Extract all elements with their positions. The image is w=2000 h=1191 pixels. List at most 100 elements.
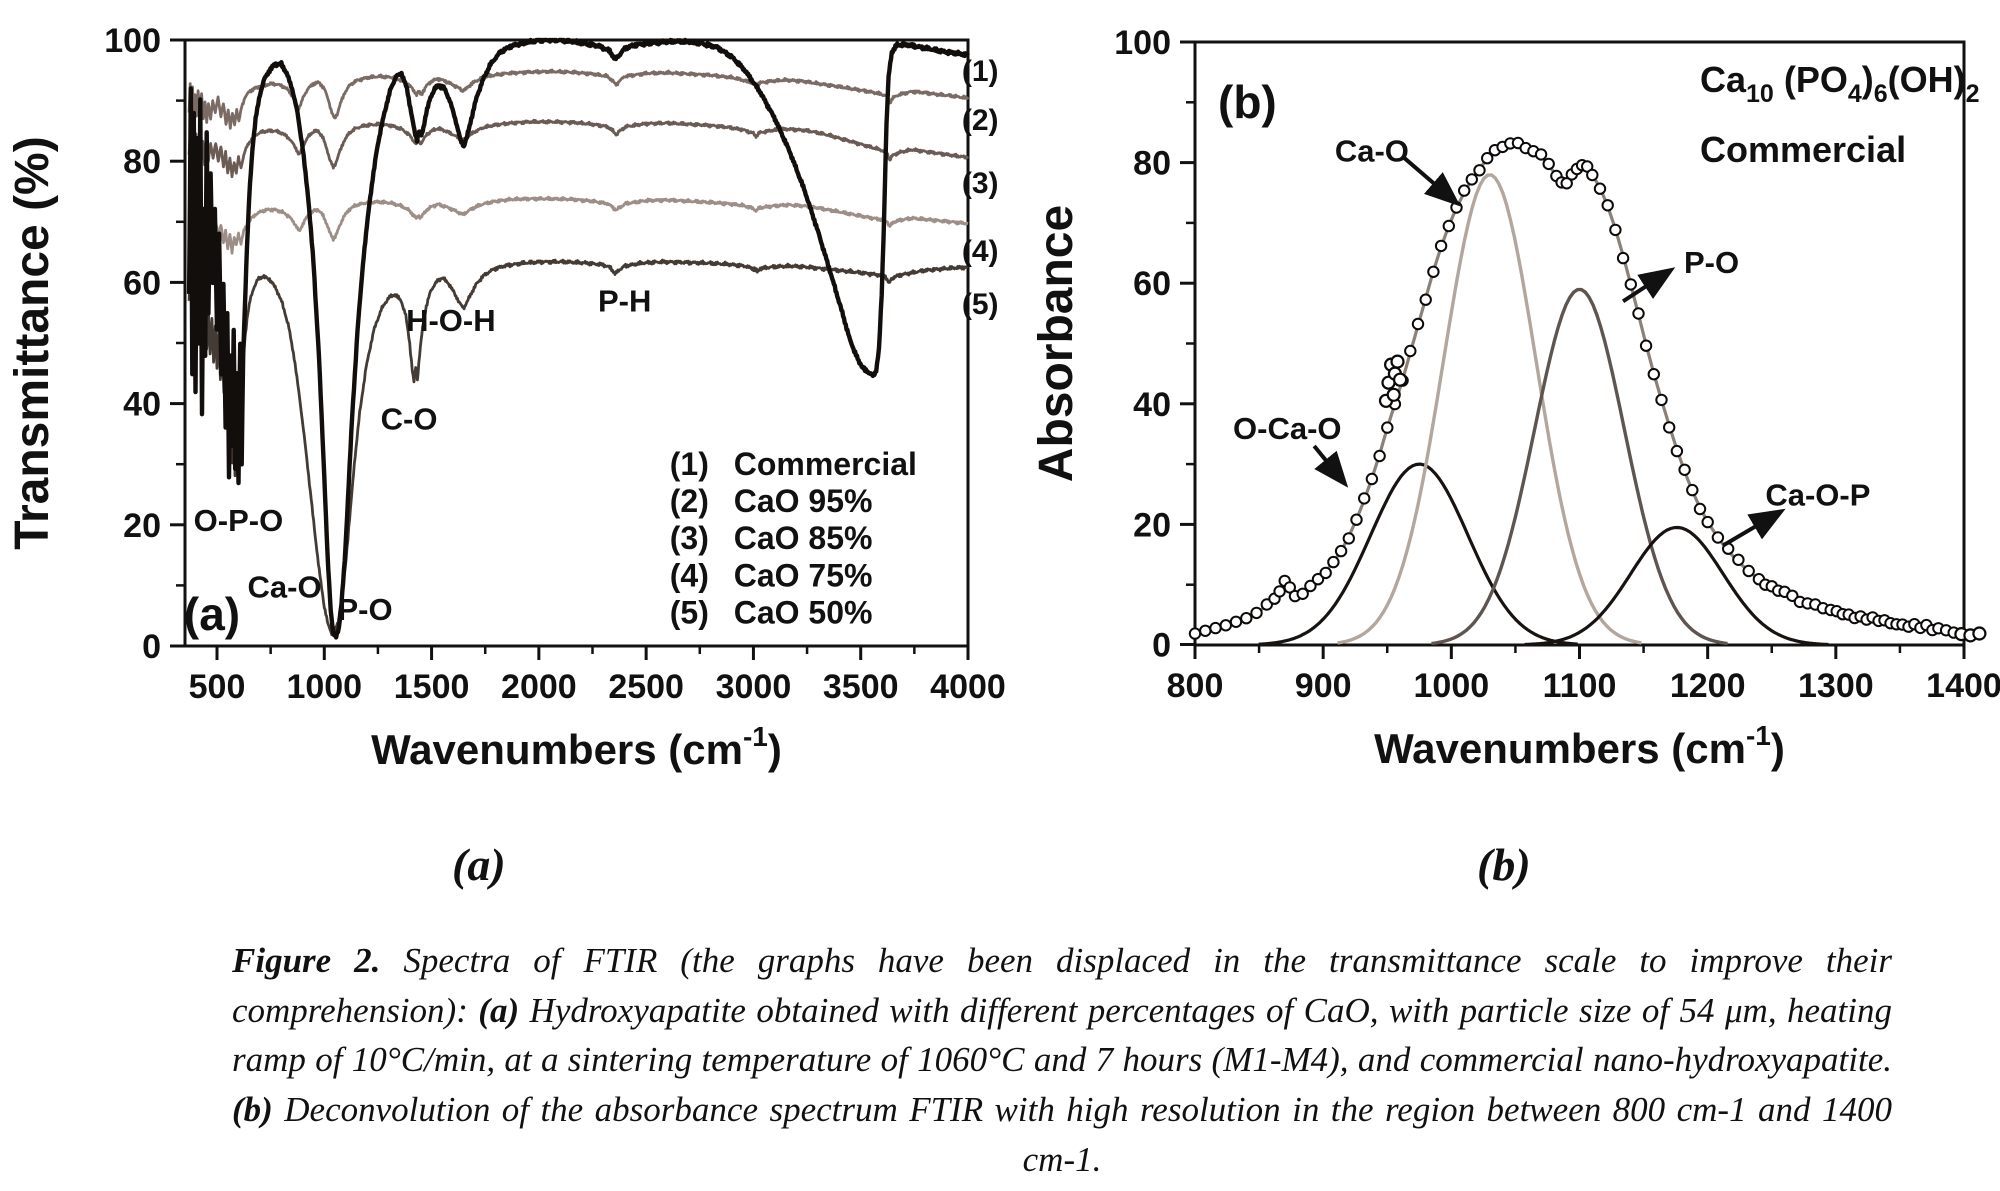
curve-cao-75 xyxy=(187,195,969,255)
ftir-transmittance-chart: 500 1000 1500 2000 2500 3000 3500 4000 0 20 40 60 80… xyxy=(6,22,1006,773)
data-point-circle xyxy=(1542,157,1555,171)
y-tick-label: 20 xyxy=(123,507,161,545)
annotation-o-p-o: O-P-O xyxy=(194,503,284,538)
data-point-circle xyxy=(1560,177,1573,190)
annotation-p-h: P-H xyxy=(598,283,651,318)
data-point-circle xyxy=(1411,317,1425,331)
y-tick-label: 60 xyxy=(123,264,161,302)
data-point-circle xyxy=(1350,513,1363,526)
legend-label-cao-75: CaO 75% xyxy=(734,557,873,593)
annotation-arrow-p-o xyxy=(1621,267,1676,303)
formula-hydroxyapatite: Ca10 (PO4)6(OH)2 xyxy=(1700,59,1980,108)
data-point-circle xyxy=(1404,344,1417,358)
data-point-circle xyxy=(1732,553,1745,566)
annotation-arrow-o-ca-o xyxy=(1312,444,1349,488)
data-point-circle xyxy=(1250,606,1263,620)
x-axis-title: Wavenumbers (cm-1) xyxy=(1374,720,1785,772)
data-point-circle xyxy=(1327,555,1340,569)
data-point-circle xyxy=(1188,627,1202,640)
data-point-circle xyxy=(1450,201,1463,214)
data-point-circle xyxy=(1616,251,1630,265)
x-axis-title: Wavenumbers (cm-1) xyxy=(371,721,782,773)
x-tick-label: 3500 xyxy=(823,668,899,706)
annotation-h-o-h: H-O-H xyxy=(406,303,496,338)
curve-number-label: (3) xyxy=(962,167,999,200)
data-point-circle xyxy=(1473,164,1486,177)
data-point-circle xyxy=(1639,339,1653,352)
annotation-o-ca-o: O-Ca-O xyxy=(1233,411,1342,446)
annotation-p-o: P-O xyxy=(1684,245,1739,280)
gaussian-component-p-o xyxy=(1431,287,1728,646)
legend-label-cao-50: CaO 50% xyxy=(734,594,873,630)
y-tick-label: 20 xyxy=(1133,506,1171,544)
curve-cao-95 xyxy=(187,68,970,130)
data-point-circle xyxy=(1601,199,1614,212)
y-tick-label: 0 xyxy=(1152,627,1171,665)
x-tick-label: 2000 xyxy=(501,668,577,706)
y-tick-label: 80 xyxy=(1133,145,1171,183)
data-point-circle xyxy=(1381,421,1394,434)
y-axis-title: Absorbance xyxy=(1030,205,1083,482)
data-point-circle xyxy=(1442,219,1455,233)
data-point-circle xyxy=(1358,492,1371,505)
data-point-circle xyxy=(1586,168,1599,182)
legend-label-cao-95: CaO 95% xyxy=(734,483,873,519)
x-tick-label: 1000 xyxy=(286,668,362,706)
x-tick-label: 500 xyxy=(189,668,246,706)
y-tick-label: 80 xyxy=(123,143,161,181)
data-point-circle xyxy=(1304,579,1317,593)
data-point-circle xyxy=(1609,223,1622,237)
x-tick-label: 900 xyxy=(1295,667,1352,705)
curve-number-label: (1) xyxy=(962,55,999,88)
legend-number: (3) xyxy=(670,520,709,556)
y-tick-label: 0 xyxy=(142,628,161,666)
annotation-ca-o-p: Ca-O-P xyxy=(1765,477,1870,512)
panel-b-letter: (b) xyxy=(1218,76,1277,128)
data-point-circle xyxy=(1365,472,1379,486)
curve-number-label: (2) xyxy=(962,104,999,137)
data-point-circle xyxy=(1632,307,1645,320)
data-point-circle xyxy=(1686,483,1699,497)
curve-cao-50 xyxy=(187,258,969,637)
data-point-circle xyxy=(1273,585,1286,598)
y-tick-label: 40 xyxy=(123,386,161,424)
x-tick-label: 1500 xyxy=(394,668,470,706)
y-tick-label: 60 xyxy=(1133,265,1171,303)
ftir-absorbance-deconvolution-chart: 800 900 1000 1100 1200 1300 1400 0 20 40 60 80 100 Wa… xyxy=(1030,24,2000,772)
data-point-circle xyxy=(1711,531,1725,544)
data-point-circle xyxy=(1427,265,1440,278)
annotation-ca-o: Ca-O xyxy=(248,570,322,605)
data-point-circle xyxy=(1701,515,1714,529)
data-point-circle xyxy=(1742,564,1755,578)
data-point-circle xyxy=(1655,393,1668,407)
data-point-circle xyxy=(1693,502,1707,516)
x-tick-label: 1100 xyxy=(1543,667,1617,705)
annotation-arrow-ca-o-p xyxy=(1722,508,1786,548)
caption-bold-segment: (a) xyxy=(478,990,520,1030)
y-axis-title: Transmittance (%) xyxy=(6,136,59,549)
data-point-circle xyxy=(1663,421,1676,434)
x-tick-label: 1300 xyxy=(1798,667,1874,705)
legend-label-commercial: Commercial xyxy=(734,446,917,482)
data-point-circle xyxy=(1334,544,1348,558)
x-tick-label: 1200 xyxy=(1670,667,1746,705)
y-tick-label: 100 xyxy=(104,22,161,60)
x-tick-label: 1000 xyxy=(1414,667,1490,705)
caption-segment: Spectra of FTIR (the graphs have been di… xyxy=(232,941,1892,1030)
data-point-circle xyxy=(1209,621,1222,635)
caption-segment: Deconvolution of the absorbance spectrum… xyxy=(272,1090,1892,1179)
data-point-circle xyxy=(1296,587,1309,600)
data-point-circle xyxy=(1678,463,1691,476)
data-point-circle xyxy=(1481,152,1494,165)
annotation-arrow-ca-o xyxy=(1401,155,1461,207)
data-point-outlier-circle xyxy=(1390,354,1405,369)
x-tick-label: 4000 xyxy=(930,668,1006,706)
gaussian-component-o-ca-o xyxy=(1258,462,1578,646)
x-tick-label: 1400 xyxy=(1926,667,2000,705)
legend-number: (2) xyxy=(670,483,709,519)
data-point-circle xyxy=(1624,278,1637,291)
curve-commercial xyxy=(186,37,970,640)
header-commercial: Commercial xyxy=(1700,129,1906,170)
data-point-outlier-circle xyxy=(1386,387,1401,402)
